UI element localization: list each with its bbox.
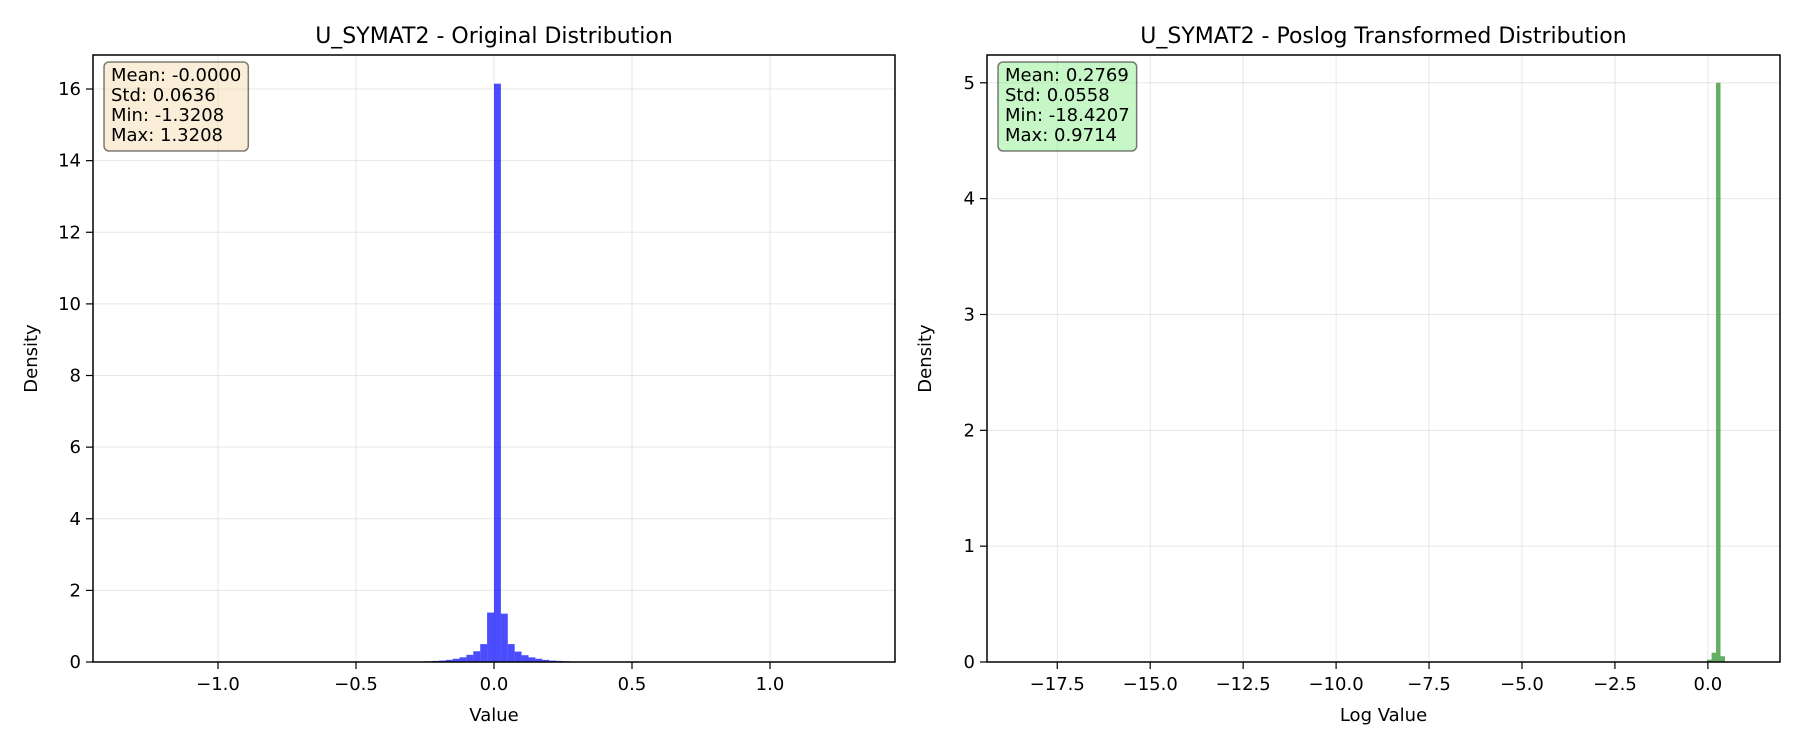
chart-title: U_SYMAT2 - Original Distribution [315,24,673,49]
x-tick-label: 0.5 [618,674,647,695]
x-tick-label: −5.0 [1500,674,1544,695]
histogram-bar [1720,656,1725,662]
y-tick-label: 1 [964,536,975,557]
y-tick-label: 4 [964,189,975,210]
x-tick-label: −15.0 [1123,674,1178,695]
x-tick-label: −17.5 [1030,674,1085,695]
stats-std: Std: 0.0636 [111,85,216,106]
stats-box: Mean: -0.0000 Std: 0.0636 Min: -1.3208 M… [103,61,250,152]
histogram-bar [521,655,529,662]
stats-max: Max: 0.9714 [1005,125,1117,146]
x-tick-label: 0.0 [480,674,509,695]
histogram-bars [411,83,577,662]
histogram-bar [500,613,508,662]
y-axis-ticks: 0 1 2 3 4 5 [964,73,987,673]
histogram-bar [542,659,550,662]
y-tick-label: 0 [70,652,81,673]
histogram-bar [459,657,467,662]
histogram-bar [452,658,460,662]
x-axis-ticks: −1.0 −0.5 0.0 0.5 1.0 [196,662,784,695]
y-axis-label: Density [21,324,42,393]
histogram-bar [535,658,543,662]
stats-min: Min: -1.3208 [111,105,224,126]
stats-box-background [997,61,1138,152]
x-axis-label: Value [469,705,518,726]
y-tick-label: 6 [70,437,81,458]
y-axis-label: Density [915,324,936,393]
x-tick-label: −0.5 [334,674,378,695]
y-tick-label: 12 [58,222,81,243]
y-tick-label: 16 [58,79,81,100]
histogram-bar [494,83,501,662]
original-distribution-chart: −1.0 −0.5 0.0 0.5 1.0 0 2 4 6 8 10 12 14 16 U_SYMAT2… [21,24,896,726]
stats-box-background [103,61,250,152]
histogram-bar [528,657,536,662]
histogram-bar [466,654,474,662]
histogram-bar [1707,659,1712,662]
histogram-bar [480,644,488,662]
stats-mean: Mean: -0.0000 [111,65,241,86]
stats-min: Min: -18.4207 [1005,105,1130,126]
stats-max: Max: 1.3208 [111,125,223,146]
histogram-bar [1711,652,1717,662]
y-tick-label: 8 [70,366,81,387]
x-tick-label: 1.0 [756,674,785,695]
histogram-bar [1716,82,1721,663]
x-tick-label: 0.0 [1694,674,1723,695]
histogram-bar [507,644,515,662]
poslog-transformed-distribution-chart: −17.5 −15.0 −12.5 −10.0 −7.5 −5.0 −2.5 0.0 0 1 2 3… [915,24,1781,726]
y-tick-label: 10 [58,294,81,315]
y-axis-ticks: 0 2 4 6 8 10 12 14 16 [58,79,93,673]
axes-frame [986,54,1781,663]
x-tick-label: −2.5 [1593,674,1637,695]
histogram-bar [473,651,481,662]
x-tick-label: −7.5 [1407,674,1451,695]
y-tick-label: 2 [964,420,975,441]
x-tick-label: −1.0 [196,674,240,695]
histogram-bar [487,612,494,662]
x-axis-label: Log Value [1340,705,1427,726]
y-tick-label: 14 [58,151,81,172]
y-tick-label: 3 [964,304,975,325]
chart-title: U_SYMAT2 - Poslog Transformed Distributi… [1140,24,1626,49]
y-tick-label: 5 [964,73,975,94]
histogram-bar [514,651,522,662]
histogram-bars [1707,82,1725,663]
x-axis-ticks: −17.5 −15.0 −12.5 −10.0 −7.5 −5.0 −2.5 0.0 [1030,662,1723,695]
histogram-bar [445,659,453,662]
y-tick-label: 2 [70,580,81,601]
stats-mean: Mean: 0.2769 [1005,65,1129,86]
stats-std: Std: 0.0558 [1005,85,1110,106]
x-tick-label: −12.5 [1216,674,1271,695]
y-tick-label: 4 [70,509,81,530]
y-tick-label: 0 [964,652,975,673]
stats-box: Mean: 0.2769 Std: 0.0558 Min: -18.4207 M… [997,61,1138,152]
x-tick-label: −10.0 [1309,674,1364,695]
